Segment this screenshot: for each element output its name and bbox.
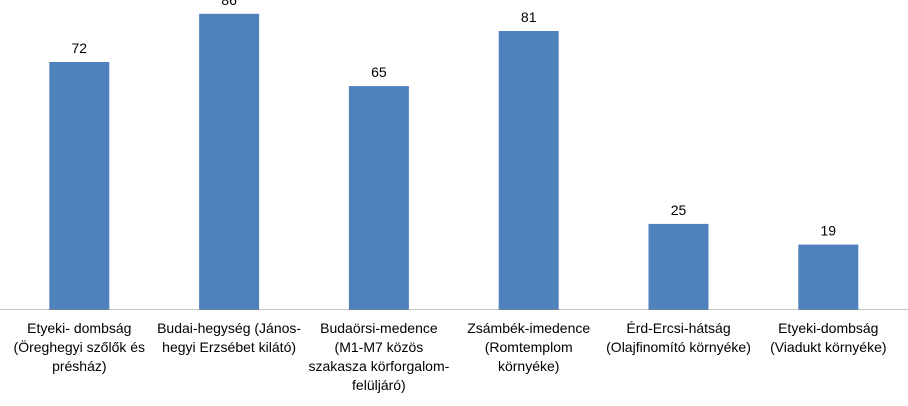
- data-label: 19: [821, 223, 837, 239]
- data-label: 86: [221, 0, 237, 8]
- category-label: Zsámbék-imedence (Romtemplom környéke): [467, 320, 591, 374]
- bar: [348, 86, 409, 310]
- data-label: 65: [371, 64, 387, 80]
- category-label: Etyeki-dombság (Viadukt környéke): [770, 320, 887, 355]
- category-label: Budaörsi-medence (M1-M7 közös szakasza k…: [308, 320, 450, 393]
- bar: [798, 244, 859, 310]
- bar: [498, 31, 559, 310]
- category-label: Etyeki- dombság (Öreghegyi szőlők és pré…: [13, 320, 146, 374]
- bars-group: [49, 13, 859, 310]
- category-label: Érd-Ercsi-hátság (Olajfinomító környéke): [606, 320, 751, 355]
- data-label: 81: [521, 9, 537, 25]
- bar-chart: 72 86 65 81 25 19: [0, 0, 908, 310]
- bar: [49, 62, 110, 310]
- category-labels: Etyeki- dombság (Öreghegyi szőlők és pré…: [0, 319, 908, 406]
- data-label: 72: [72, 40, 88, 56]
- bar: [199, 13, 260, 310]
- data-label: 25: [671, 202, 687, 218]
- bar: [648, 223, 709, 310]
- value-labels-group: 72 86 65 81 25 19: [72, 0, 837, 239]
- category-label: Budai-hegység (János-hegyi Erzsébet kilá…: [157, 320, 302, 355]
